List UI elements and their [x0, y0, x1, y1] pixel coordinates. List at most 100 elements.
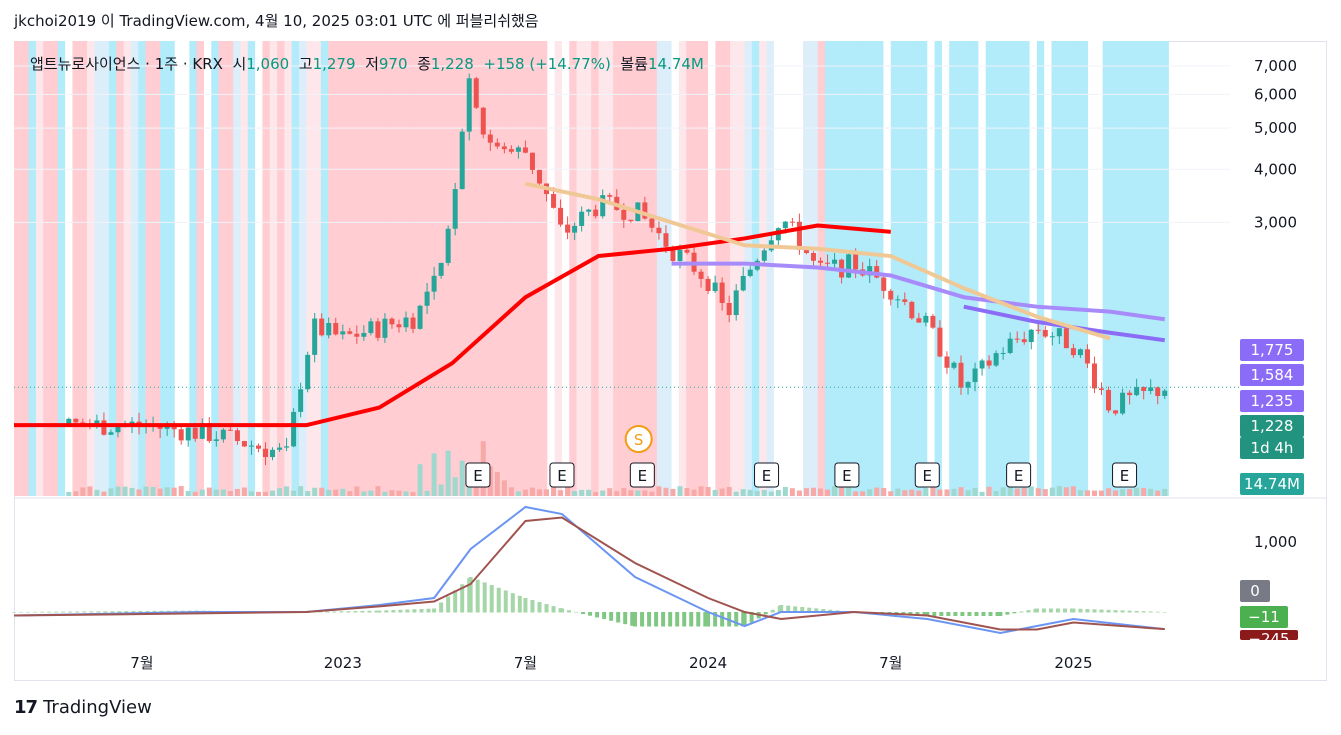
background-band: [876, 41, 884, 496]
candle-body: [663, 233, 669, 247]
background-band: [949, 41, 958, 496]
volume-bar: [403, 491, 409, 496]
macd-histogram-bar: [925, 612, 930, 616]
candle-body: [986, 360, 992, 366]
macd-histogram-bar: [68, 611, 73, 613]
macd-histogram-bar: [939, 612, 944, 616]
background-band: [379, 41, 388, 496]
candle-body: [206, 423, 212, 442]
legend-high: 1,279: [312, 55, 356, 73]
background-band: [364, 41, 373, 496]
macd-histogram-bar: [1019, 611, 1024, 613]
candle-body: [192, 427, 198, 439]
volume-bar: [389, 490, 395, 496]
candle-body: [593, 209, 599, 217]
background-band: [627, 41, 636, 496]
macd-histogram-bar: [19, 611, 24, 613]
volume-bar: [614, 491, 620, 496]
background-band: [233, 41, 241, 496]
macd-histogram-bar: [489, 585, 494, 613]
background-band: [525, 41, 534, 496]
candle-body: [825, 262, 831, 264]
background-band: [620, 41, 629, 496]
background-band: [240, 41, 249, 496]
macd-histogram-bar: [131, 611, 136, 613]
background-band: [1153, 41, 1162, 496]
candle-body: [747, 269, 753, 276]
split-marker-label: S: [634, 431, 644, 449]
volume-bar: [66, 491, 72, 496]
legend-symbol: 앱트뉴로사이언스 · 1주 · KRX: [30, 55, 223, 73]
volume-bar: [565, 486, 571, 496]
candle-body: [410, 317, 416, 329]
background-band: [1007, 41, 1016, 496]
volume-bar: [1127, 489, 1133, 496]
time-tick-label: 7월: [514, 654, 537, 672]
background-band: [1000, 41, 1009, 496]
macd-histogram-bar: [1034, 608, 1039, 613]
footer-brand[interactable]: 17 TradingView: [14, 697, 152, 718]
volume-bar: [642, 490, 648, 496]
background-band: [554, 41, 563, 496]
volume-bar: [628, 490, 634, 496]
background-band: [72, 41, 81, 496]
macd-histogram-bar: [602, 612, 607, 620]
macd-histogram-bar: [609, 612, 614, 621]
candle-body: [937, 327, 943, 357]
volume-bar: [361, 491, 367, 496]
volume-bar: [649, 491, 655, 496]
macd-histogram-bar: [1062, 608, 1067, 613]
volume-bar: [656, 486, 662, 496]
earnings-marker-label: E: [1120, 467, 1129, 485]
volume-bar: [459, 460, 465, 496]
volume-bar: [227, 491, 233, 496]
background-band: [65, 41, 73, 496]
volume-bar: [1077, 490, 1083, 496]
price-tick-label: 5,000: [1254, 119, 1297, 137]
candle-body: [108, 432, 114, 435]
volume-bar: [1113, 490, 1119, 496]
background-band: [488, 41, 497, 496]
candle-body: [494, 142, 500, 147]
volume-bar: [958, 487, 964, 496]
macd-histogram-bar: [517, 595, 522, 613]
volume-bar: [719, 488, 725, 496]
earnings-marker-box: [1112, 462, 1138, 488]
background-band: [350, 41, 358, 496]
macd-histogram-bar: [33, 611, 38, 613]
earnings-marker-label: E: [923, 467, 932, 485]
volume-bar: [803, 488, 809, 496]
candle-body: [817, 260, 823, 263]
macd-histogram-bar: [551, 606, 556, 613]
candle-body: [241, 441, 247, 447]
volume-bar: [396, 490, 402, 496]
earnings-marker-box: [549, 462, 575, 488]
earnings-marker-box: [754, 462, 780, 488]
time-tick-label: 2024: [689, 654, 727, 672]
volume-bar: [508, 487, 514, 496]
volume-bar: [234, 488, 240, 496]
volume-bar: [677, 486, 683, 496]
macd-histogram-bar: [391, 610, 396, 613]
countdown-badge: 1d 4h: [1240, 437, 1304, 459]
candle-body: [1148, 387, 1154, 391]
background-band: [773, 41, 782, 496]
macd-histogram-bar: [377, 610, 382, 613]
moving-averages: [14, 181, 1166, 428]
background-band: [423, 41, 431, 496]
volume-bar: [860, 491, 866, 496]
candle-body: [1049, 336, 1055, 338]
background-band: [1022, 41, 1031, 496]
volume-bar: [445, 450, 451, 496]
volume-bar: [761, 489, 767, 496]
candle-body: [972, 368, 978, 383]
macd-histogram-bar: [770, 609, 775, 613]
macd-histogram-bar: [432, 608, 437, 613]
background-band: [598, 41, 607, 496]
earnings-marker-label: E: [638, 467, 647, 485]
background-band: [1029, 41, 1038, 496]
macd-histogram-bar: [640, 612, 645, 627]
macd-histogram-bar: [763, 612, 768, 615]
background-band: [79, 41, 88, 496]
